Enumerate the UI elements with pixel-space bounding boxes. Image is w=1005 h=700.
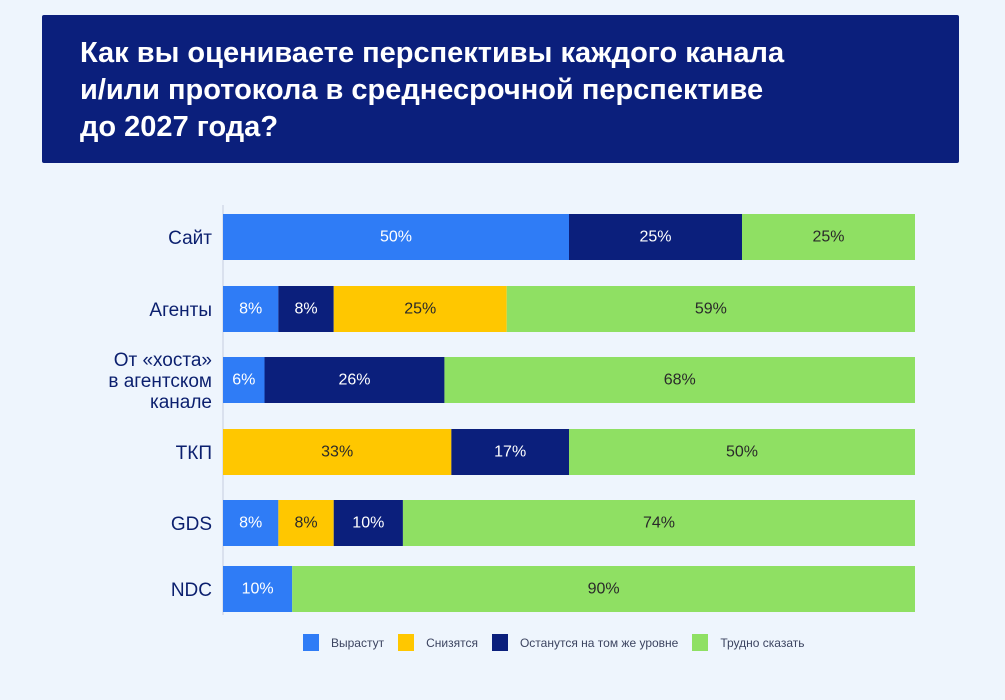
title-banner: Как вы оцениваете перспективы каждого ка… bbox=[42, 15, 959, 163]
bar-segment bbox=[506, 286, 915, 332]
legend-swatch bbox=[692, 634, 709, 651]
data-label: 25% bbox=[812, 229, 844, 246]
category-label: ТКП bbox=[176, 443, 212, 464]
bar-segment bbox=[569, 214, 742, 260]
data-label: 74% bbox=[643, 515, 675, 532]
legend-swatch bbox=[398, 634, 415, 651]
data-label: 17% bbox=[494, 444, 526, 461]
legend-label: Останутся на том же уровне bbox=[519, 635, 679, 650]
category-label: Сайт bbox=[168, 228, 212, 249]
data-label: 50% bbox=[726, 444, 758, 461]
data-label: 26% bbox=[338, 372, 370, 389]
bar-segment bbox=[223, 500, 279, 546]
bar-segment bbox=[402, 500, 915, 546]
bar-segment bbox=[264, 357, 445, 403]
legend-item: Останутся на том же уровне bbox=[491, 634, 679, 651]
bar-segment bbox=[223, 214, 569, 260]
legend-label: Трудно сказать bbox=[720, 635, 805, 650]
category-label: От «хоста» bbox=[114, 350, 212, 371]
bar-segment bbox=[742, 214, 915, 260]
data-label: 90% bbox=[588, 581, 620, 598]
legend: Вырастут Снизятся Останутся на том же уров… bbox=[303, 634, 805, 651]
bar-segment bbox=[333, 286, 507, 332]
legend-label: Вырастут bbox=[331, 635, 385, 650]
legend-swatch bbox=[303, 634, 319, 651]
bar-segment bbox=[278, 500, 334, 546]
legend-item: Снизятся bbox=[398, 634, 478, 651]
category-label: GDS bbox=[171, 514, 212, 535]
category-label: в агентском bbox=[108, 371, 212, 392]
data-label: 6% bbox=[232, 372, 255, 389]
data-label: 25% bbox=[639, 229, 671, 246]
data-label: 68% bbox=[664, 372, 696, 389]
legend-item: Трудно сказать bbox=[692, 634, 805, 651]
category-label: Агенты bbox=[149, 300, 212, 321]
bar-segment bbox=[333, 500, 403, 546]
chart-title: Как вы оцениваете перспективы каждого ка… bbox=[80, 35, 900, 146]
bar-segment bbox=[223, 566, 293, 612]
legend-swatch bbox=[491, 634, 508, 651]
bar-segment bbox=[278, 286, 334, 332]
bar-segment bbox=[451, 429, 569, 475]
data-label: 8% bbox=[294, 301, 317, 318]
data-label: 8% bbox=[239, 301, 262, 318]
data-label: 25% bbox=[404, 301, 436, 318]
category-label: NDC bbox=[171, 580, 212, 601]
data-label: 10% bbox=[242, 581, 274, 598]
data-label: 59% bbox=[695, 301, 727, 318]
bar-segment bbox=[444, 357, 915, 403]
title-line: и/или протокола в среднесрочной перспект… bbox=[80, 74, 764, 106]
bar-segment bbox=[223, 286, 279, 332]
title-line: до 2027 года? bbox=[80, 111, 279, 143]
bar-segment bbox=[292, 566, 915, 612]
bar-segment bbox=[569, 429, 915, 475]
data-label: 8% bbox=[294, 515, 317, 532]
title-line: Как вы оцениваете перспективы каждого ка… bbox=[80, 37, 785, 69]
category-label: канале bbox=[150, 392, 212, 413]
data-label: 50% bbox=[380, 229, 412, 246]
legend-item: Вырастут bbox=[303, 634, 384, 651]
legend-label: Снизятся bbox=[426, 635, 478, 650]
data-label: 33% bbox=[321, 444, 353, 461]
data-label: 8% bbox=[239, 515, 262, 532]
data-label: 10% bbox=[352, 515, 384, 532]
bar-segment bbox=[223, 357, 265, 403]
bar-segment bbox=[223, 429, 452, 475]
